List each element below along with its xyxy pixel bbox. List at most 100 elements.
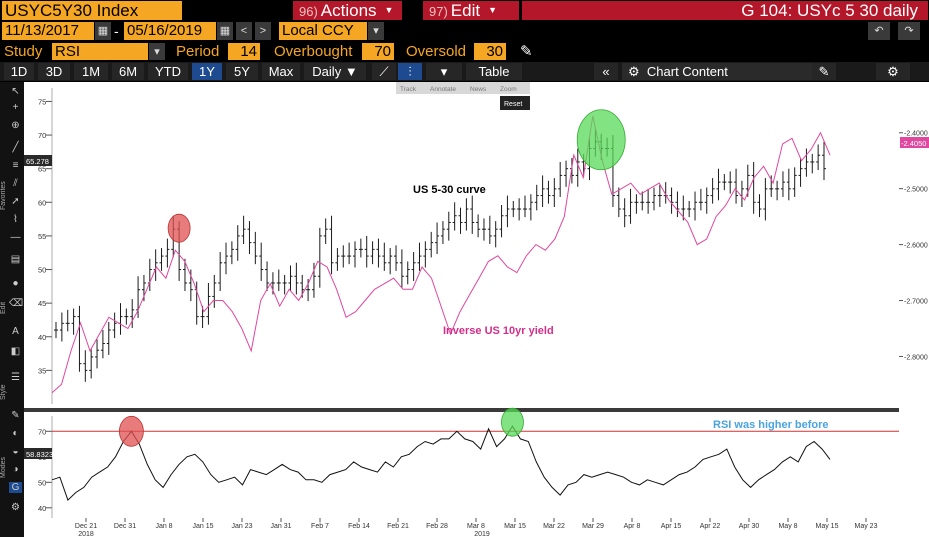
range-button-1y[interactable]: 1Y bbox=[192, 63, 222, 80]
x-axis-tick-label: Mar 29 bbox=[582, 523, 604, 530]
trend-line-icon[interactable]: ╱ bbox=[12, 142, 19, 153]
pencil-tool-icon[interactable]: ✎ bbox=[11, 410, 20, 421]
reset-button[interactable] bbox=[500, 96, 530, 110]
right-axis-background bbox=[899, 82, 929, 537]
calendar-icon[interactable]: ▦ bbox=[95, 22, 111, 40]
period-label: Period bbox=[176, 43, 220, 60]
study-row: Study RSI ▾ Period 14 Overbought 70 Over… bbox=[0, 43, 929, 62]
mode-c-icon[interactable]: ◑ bbox=[12, 464, 19, 475]
range-button-1d[interactable]: 1D bbox=[4, 63, 34, 80]
ticker-field[interactable]: USYC5Y30 Index bbox=[2, 1, 182, 20]
green-highlight-circle bbox=[576, 109, 626, 171]
y-axis-tick-label: 60 bbox=[38, 198, 46, 207]
bars-icon[interactable]: ☰ bbox=[11, 372, 20, 383]
collapse-panel-icon[interactable]: « bbox=[594, 63, 618, 80]
panel-divider[interactable] bbox=[24, 408, 899, 412]
currency-field[interactable]: Local CCY bbox=[279, 22, 367, 40]
mode-b-icon[interactable]: ◒ bbox=[12, 446, 19, 457]
overbought-field[interactable]: 70 bbox=[362, 43, 394, 60]
range-button-max[interactable]: Max bbox=[262, 63, 300, 80]
x-axis-tick-label: Apr 15 bbox=[661, 523, 682, 530]
end-date-field[interactable]: 05/16/2019 bbox=[124, 22, 216, 40]
y-axis-tick-label: 55 bbox=[38, 232, 46, 241]
x-axis-tick-label: Mar 8 bbox=[467, 523, 485, 530]
calendar-icon[interactable]: ▦ bbox=[217, 22, 233, 40]
chart-content-button[interactable]: ⚙ Chart Content bbox=[622, 63, 812, 80]
undo-icon[interactable]: ↶ bbox=[868, 22, 890, 40]
fibonacci-icon[interactable]: ≡ bbox=[12, 160, 19, 171]
frequency-label: Daily bbox=[312, 64, 342, 79]
study-field[interactable]: RSI bbox=[52, 43, 148, 60]
edit-chart-icon[interactable]: ✎ bbox=[812, 63, 836, 80]
range-button-ytd[interactable]: YTD bbox=[148, 63, 188, 80]
frequency-dropdown[interactable]: Daily ▼ bbox=[304, 63, 366, 80]
x-axis-tick-label: May 15 bbox=[816, 523, 839, 530]
oversold-field[interactable]: 30 bbox=[474, 43, 506, 60]
brush-icon[interactable]: ⌇ bbox=[13, 214, 18, 225]
next-arrow-icon[interactable]: > bbox=[255, 22, 271, 40]
chevron-down-icon: ▼ bbox=[488, 5, 498, 15]
y-axis-tick-label: 50 bbox=[38, 266, 46, 275]
x-axis-tick-label: Jan 8 bbox=[155, 523, 172, 530]
top-bar: USYC5Y30 Index 96) Actions ▼ 97) Edit ▼ G 10… bbox=[0, 0, 929, 21]
eraser-icon[interactable]: ⌫ bbox=[9, 298, 24, 309]
range-button-6m[interactable]: 6M bbox=[112, 63, 144, 80]
x-axis-tick-label: Feb 7 bbox=[311, 523, 329, 530]
text-tool-icon[interactable]: A bbox=[12, 326, 19, 337]
line-chart-icon[interactable]: ⟋ bbox=[372, 63, 396, 80]
redo-icon[interactable]: ↷ bbox=[898, 22, 920, 40]
chevron-down-icon: ▼ bbox=[384, 5, 394, 15]
start-date-field[interactable]: 11/13/2017 bbox=[2, 22, 94, 40]
settings-gear-icon[interactable]: ⚙ bbox=[876, 63, 910, 80]
chart-toolbar: 1D 3D 1M 6M YTD 1Y 5Y Max Daily ▼ ⟋ ⫶ ▾ … bbox=[0, 62, 929, 81]
rsi-axis-tick-label: 70 bbox=[38, 427, 46, 436]
chart-content-icon: ⚙ bbox=[628, 64, 640, 79]
rsi-panel-background bbox=[24, 412, 899, 537]
right-axis-tick-label: -2.6000 bbox=[904, 243, 928, 250]
range-button-3d[interactable]: 3D bbox=[38, 63, 70, 80]
x-axis-tick-label: May 8 bbox=[778, 523, 797, 530]
mode-a-icon[interactable]: ◐ bbox=[12, 428, 19, 439]
date-range-row: 11/13/2017 ▦ - 05/16/2019 ▦ < > Local CC… bbox=[0, 22, 929, 42]
inverse-yield-line bbox=[51, 115, 831, 394]
study-dropdown-icon[interactable]: ▾ bbox=[149, 43, 165, 60]
pencil-icon[interactable]: ✎ bbox=[520, 43, 533, 60]
y-axis-tick-label: 40 bbox=[38, 333, 46, 342]
actions-menu-button[interactable]: 96) Actions ▼ bbox=[293, 1, 402, 20]
line-tool-icon[interactable]: ― bbox=[10, 232, 21, 243]
settings-small-icon[interactable]: ⚙ bbox=[11, 502, 20, 513]
arrow-icon[interactable]: ➚ bbox=[11, 196, 20, 207]
currency-dropdown-icon[interactable]: ▾ bbox=[368, 22, 384, 40]
chart-content-label: Chart Content bbox=[646, 64, 728, 79]
table-button[interactable]: Table bbox=[466, 63, 522, 80]
period-field[interactable]: 14 bbox=[228, 43, 260, 60]
cursor-icon[interactable]: ↖ bbox=[11, 86, 20, 97]
rsi-axis-tick-label: 40 bbox=[38, 504, 46, 513]
edit-menu-number: 97) bbox=[429, 4, 448, 19]
mini-tool-news[interactable]: News bbox=[470, 86, 487, 93]
x-axis-tick-label: Mar 22 bbox=[543, 523, 565, 530]
previous-arrow-icon[interactable]: < bbox=[236, 22, 252, 40]
overbought-label: Overbought bbox=[274, 43, 353, 60]
palette-icon[interactable]: ◧ bbox=[10, 346, 21, 357]
ruler-icon[interactable]: ▤ bbox=[10, 254, 21, 265]
marker-icon[interactable]: ● bbox=[12, 278, 19, 289]
date-separator: - bbox=[114, 23, 119, 39]
edit-menu-button[interactable]: 97) Edit ▼ bbox=[423, 1, 519, 20]
channel-icon[interactable]: ⫽ bbox=[13, 178, 18, 189]
zoom-icon[interactable]: ⊕ bbox=[11, 120, 20, 131]
mini-tool-track[interactable]: Track bbox=[400, 86, 417, 93]
mode-d-icon[interactable]: G bbox=[9, 482, 22, 493]
chart-type-dropdown-icon[interactable]: ▾ bbox=[426, 63, 462, 80]
range-button-1m[interactable]: 1M bbox=[74, 63, 108, 80]
mini-tool-zoom[interactable]: Zoom bbox=[500, 86, 517, 93]
rsi-red-highlight-circle bbox=[118, 415, 144, 447]
rsi-line bbox=[51, 425, 831, 502]
reset-label: Reset bbox=[504, 101, 522, 108]
crosshair-icon[interactable]: + bbox=[12, 102, 19, 113]
range-button-5y[interactable]: 5Y bbox=[226, 63, 258, 80]
window-title: G 104: USYc 5 30 daily bbox=[522, 1, 928, 20]
mini-tool-annotate[interactable]: Annotate bbox=[430, 86, 456, 93]
bar-chart-icon[interactable]: ⫶ bbox=[398, 63, 422, 80]
